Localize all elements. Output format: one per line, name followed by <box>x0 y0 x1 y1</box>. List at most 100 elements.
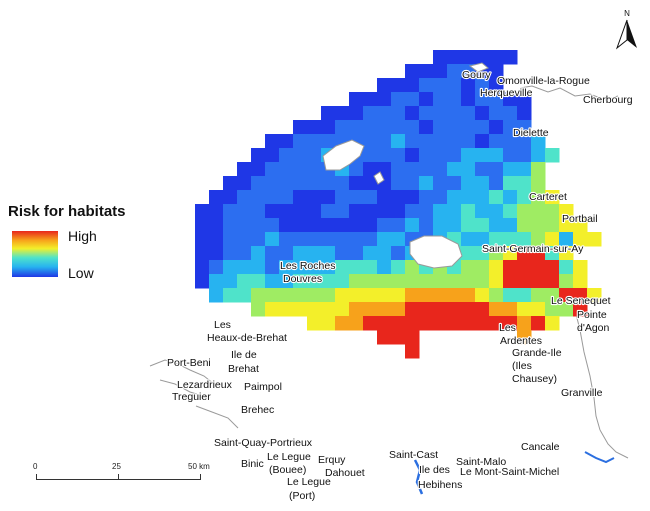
grid-cell <box>363 120 378 135</box>
grid-cell <box>419 288 434 303</box>
grid-cell <box>209 274 224 289</box>
grid-cell <box>503 246 518 261</box>
grid-cell <box>489 246 504 261</box>
grid-cell <box>405 302 420 317</box>
grid-cell <box>335 218 350 233</box>
place-label-halo: Herqueville <box>480 87 533 99</box>
place-label-halo: (Bouee) <box>269 464 306 476</box>
grid-cell <box>405 260 420 275</box>
north-label: N <box>624 9 630 18</box>
grid-cell <box>419 148 434 163</box>
grid-cell <box>419 106 434 121</box>
place-label-halo: Les Roches <box>280 260 335 272</box>
grid-cell <box>573 218 588 233</box>
place-label: Le Mont-Saint-Michel <box>460 466 559 478</box>
place-label: Herqueville <box>480 87 533 99</box>
grid-cell <box>377 288 392 303</box>
grid-cell <box>531 190 546 205</box>
grid-cell <box>265 288 280 303</box>
grid-cell <box>335 260 350 275</box>
grid-cell <box>391 92 406 107</box>
grid-cell <box>433 302 448 317</box>
grid-cell <box>293 288 308 303</box>
grid-cell <box>517 288 532 303</box>
grid-cell <box>503 288 518 303</box>
grid-cell <box>279 176 294 191</box>
grid-cell <box>503 92 518 107</box>
grid-cell <box>209 232 224 247</box>
grid-cell <box>447 50 462 65</box>
grid-cell <box>447 92 462 107</box>
grid-cell <box>251 162 266 177</box>
grid-cell <box>251 274 266 289</box>
grid-cell <box>559 246 574 261</box>
grid-cell <box>405 162 420 177</box>
grid-cell <box>531 246 546 261</box>
grid-cell <box>517 134 532 149</box>
grid-cell <box>489 134 504 149</box>
grid-cell <box>559 232 574 247</box>
grid-cell <box>475 246 490 261</box>
place-label-halo: Ardentes <box>500 335 542 347</box>
place-label-halo: Granville <box>561 387 603 399</box>
place-label-halo: Douvres <box>283 273 322 285</box>
grid-cell <box>461 92 476 107</box>
place-label-halo: Le Legue <box>287 476 331 488</box>
grid-cell <box>363 274 378 289</box>
place-label-halo: Omonville-la-Rogue <box>497 75 590 87</box>
grid-cell <box>461 204 476 219</box>
grid-cell <box>307 274 322 289</box>
grid-cell <box>475 162 490 177</box>
grid-cell <box>419 162 434 177</box>
grid-cell <box>293 162 308 177</box>
grid-cell <box>279 288 294 303</box>
place-label-halo: Chausey) <box>512 373 557 385</box>
grid-cell <box>447 204 462 219</box>
grid-cell <box>321 302 336 317</box>
grid-cell <box>405 106 420 121</box>
grid-cell <box>335 204 350 219</box>
place-label-halo: Saint-Malo <box>456 456 506 468</box>
grid-cell <box>461 148 476 163</box>
grid-cell <box>475 134 490 149</box>
place-label: Heaux-de-Brehat <box>207 332 287 344</box>
grid-cell <box>391 218 406 233</box>
grid-cell <box>293 120 308 135</box>
grid-cell <box>307 120 322 135</box>
grid-cell <box>321 260 336 275</box>
grid-cell <box>293 204 308 219</box>
grid-cell <box>349 162 364 177</box>
islands <box>322 62 489 269</box>
grid-cell <box>531 260 546 275</box>
grid-cell <box>265 176 280 191</box>
place-label: Chausey) <box>512 373 557 385</box>
grid-cell <box>517 120 532 135</box>
grid-cell <box>321 204 336 219</box>
grid-cell <box>363 190 378 205</box>
grid-cell <box>265 148 280 163</box>
grid-cell <box>545 148 560 163</box>
grid-cell <box>475 78 490 93</box>
grid-cell <box>419 302 434 317</box>
grid-cell <box>293 302 308 317</box>
grid-cell <box>391 120 406 135</box>
island-jersey <box>409 235 463 269</box>
place-label-halo: Les <box>499 322 516 334</box>
grid-cell <box>251 204 266 219</box>
grid-cell <box>223 190 238 205</box>
place-label-halo: (Iles <box>512 360 532 372</box>
grid-cell <box>279 190 294 205</box>
grid-cell <box>223 232 238 247</box>
grid-cell <box>349 302 364 317</box>
place-label: Cancale <box>521 441 560 453</box>
place-label: Les <box>499 322 516 334</box>
grid-cell <box>503 134 518 149</box>
grid-cell <box>503 260 518 275</box>
grid-cell <box>433 134 448 149</box>
grid-cell <box>391 176 406 191</box>
place-label: Treguier <box>172 391 211 403</box>
grid-cell <box>363 260 378 275</box>
grid-cell <box>237 162 252 177</box>
grid-cell <box>503 232 518 247</box>
